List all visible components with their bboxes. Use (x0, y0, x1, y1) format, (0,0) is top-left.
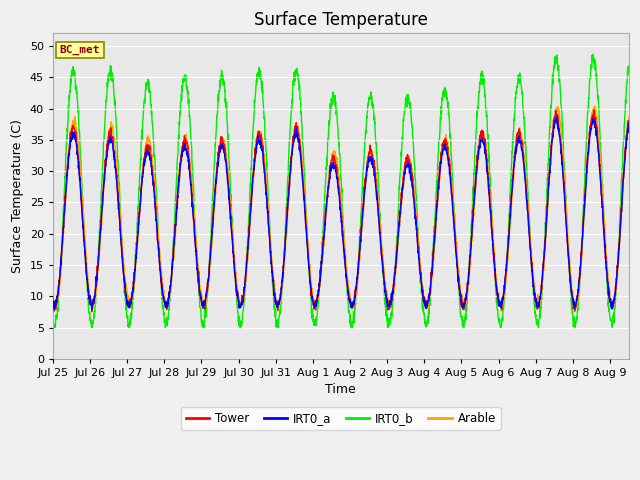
Arable (344, 288, 352, 294)
IRT0_b (83, 277, 91, 283)
IRT0_a (553, 114, 561, 120)
IRT0_a (83, 273, 90, 278)
IRT0_b (428, 281, 435, 287)
Tower (605, 290, 613, 296)
Arable (605, 284, 613, 289)
IRT0_a (88, 306, 96, 312)
Line: IRT0_a: IRT0_a (53, 117, 628, 309)
IRT0_b (50, 325, 58, 331)
Tower (536, 295, 544, 300)
IRT0_a (605, 295, 613, 301)
IRT0_a (49, 300, 57, 305)
IRT0_b (625, 66, 632, 72)
IRT0_b (589, 51, 597, 57)
IRT0_b (344, 303, 352, 309)
Arable (536, 297, 544, 302)
IRT0_b (605, 305, 613, 311)
Tower (83, 272, 90, 278)
Arable (275, 308, 282, 314)
Legend: Tower, IRT0_a, IRT0_b, Arable: Tower, IRT0_a, IRT0_b, Arable (181, 407, 500, 430)
Line: Tower: Tower (53, 110, 628, 312)
Tower (428, 270, 435, 276)
IRT0_a (428, 273, 435, 279)
IRT0_a (410, 194, 417, 200)
Tower (590, 108, 598, 113)
Y-axis label: Surface Temperature (C): Surface Temperature (C) (11, 119, 24, 273)
Arable (428, 284, 435, 289)
Tower (410, 189, 417, 195)
Tower (625, 118, 632, 124)
IRT0_a (536, 295, 544, 300)
Line: Arable: Arable (53, 106, 628, 311)
X-axis label: Time: Time (325, 384, 356, 396)
Arable (410, 182, 417, 188)
IRT0_a (344, 289, 352, 295)
Tower (88, 309, 95, 315)
Tower (344, 288, 352, 294)
IRT0_a (625, 120, 632, 126)
Line: IRT0_b: IRT0_b (53, 54, 628, 328)
Text: BC_met: BC_met (60, 45, 100, 55)
IRT0_b (410, 148, 417, 154)
IRT0_b (536, 312, 544, 318)
Arable (49, 294, 57, 300)
Arable (625, 114, 632, 120)
IRT0_b (49, 310, 57, 315)
Tower (49, 294, 57, 300)
Arable (83, 261, 90, 267)
Title: Surface Temperature: Surface Temperature (254, 11, 428, 29)
Arable (591, 103, 598, 109)
